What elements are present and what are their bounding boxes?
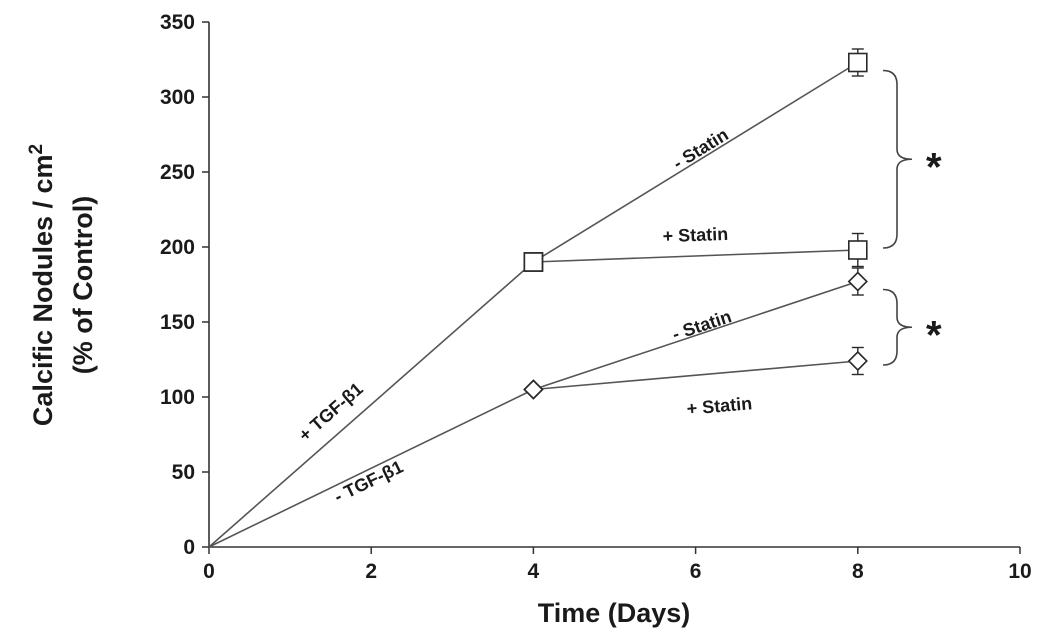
- x-tick-label: 2: [365, 560, 377, 583]
- square-marker: [523, 252, 544, 272]
- x-tick-label: 10: [1008, 560, 1031, 583]
- significance-star: *: [926, 145, 942, 189]
- y-tick-label: 350: [160, 11, 195, 34]
- series-line: [533, 280, 859, 391]
- y-tick-label: 50: [172, 461, 195, 484]
- significance-star: *: [926, 313, 942, 357]
- markers-group: [523, 48, 868, 400]
- significance-group: **: [882, 69, 942, 366]
- y-tick-label: 0: [183, 536, 195, 559]
- line-annotation: + TGF-β1: [295, 379, 367, 446]
- x-tick-label: 4: [528, 560, 540, 583]
- x-tick-label: 8: [852, 560, 864, 583]
- x-axis-title: Time (Days): [538, 598, 691, 628]
- line-annotation: - Statin: [670, 306, 734, 344]
- y-axis-title: Calcific Nodules / cm2 (% of Control): [26, 144, 98, 426]
- significance-brace: [882, 69, 913, 249]
- y-axis-title-line1: Calcific Nodules / cm: [28, 154, 58, 426]
- annotations-group: + TGF-β1- TGF-β1- Statin+ Statin- Statin…: [295, 124, 753, 506]
- diamond-marker: [847, 271, 868, 292]
- svg-text:Calcific Nodules / cm2: Calcific Nodules / cm2: [26, 144, 58, 426]
- series-line: [208, 388, 534, 548]
- square-marker: [847, 52, 868, 73]
- y-tick-label: 200: [160, 236, 195, 259]
- y-tick-label: 300: [160, 86, 195, 109]
- line-annotation: + Statin: [662, 224, 728, 246]
- y-tick-label: 250: [160, 161, 195, 184]
- line-annotation: + Statin: [686, 393, 753, 419]
- y-tick-label: 150: [160, 311, 195, 334]
- significance-brace: [882, 288, 913, 366]
- axes: [208, 22, 1020, 548]
- diamond-marker: [847, 350, 868, 372]
- series-line: [533, 249, 858, 263]
- series-line: [208, 261, 534, 548]
- x-tick-label: 6: [690, 560, 702, 583]
- y-axis-title-line2: (% of Control): [68, 196, 98, 374]
- y-tick-label: 100: [160, 386, 195, 409]
- series-line: [532, 61, 859, 263]
- line-annotation: - Statin: [669, 124, 731, 173]
- series-group: [208, 61, 859, 548]
- diamond-marker: [523, 379, 544, 400]
- x-tick-label: 0: [203, 560, 215, 583]
- series-line: [533, 360, 858, 391]
- y-axis-title-superscript: 2: [26, 144, 47, 155]
- square-marker: [847, 240, 868, 260]
